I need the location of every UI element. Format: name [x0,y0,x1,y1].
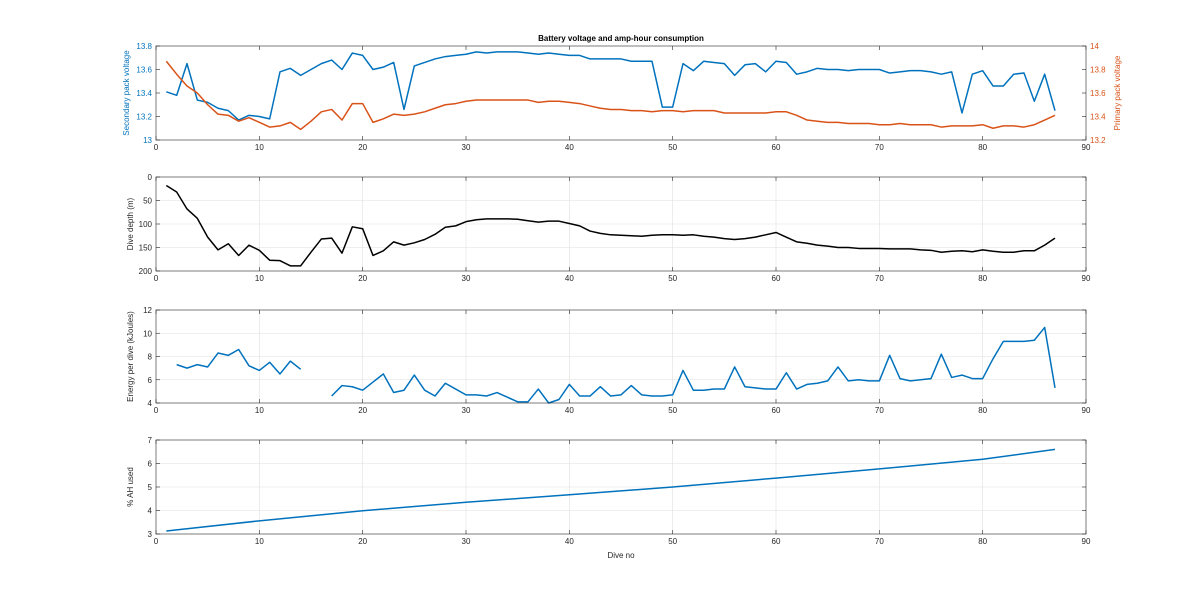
x-tick-label: 0 [154,274,159,283]
y-axis-label: Secondary pack voltage [122,50,131,136]
y-tick-label: 8 [148,353,153,362]
x-tick-label: 30 [462,406,471,415]
x-axis-label: Dive no [607,551,635,560]
y-tick-label: 3 [148,530,153,539]
x-tick-label: 50 [668,143,677,152]
x-tick-label: 20 [358,143,367,152]
x-tick-label: 0 [154,143,159,152]
y-tick-label: 6 [148,376,153,385]
y-axis-label: Dive depth (m) [126,197,135,250]
x-tick-label: 10 [255,406,264,415]
x-tick-label: 0 [154,537,159,546]
x-tick-label: 20 [358,537,367,546]
x-tick-label: 10 [255,537,264,546]
y-tick-label: 13 [143,136,152,145]
x-tick-label: 80 [978,274,987,283]
x-tick-label: 40 [565,406,574,415]
x-tick-label: 20 [358,406,367,415]
axes-panel-2: 0 10 20 30 40 50 60 70 80 90 0 50 100 150 200 Dive dept… [126,173,1091,283]
x-tick-label: 90 [1082,537,1091,546]
x-tick-label: 40 [565,537,574,546]
y-right-tick-label: 13.2 [1090,136,1106,145]
x-tick-label: 90 [1082,274,1091,283]
x-tick-label: 60 [772,537,781,546]
y-tick-label: 100 [139,220,153,229]
y-right-axis-label: Primary pack voltage [1113,55,1122,130]
x-tick-label: 10 [255,274,264,283]
x-tick-label: 70 [875,537,884,546]
y-axis-label: Energy per dive (kJoules) [126,311,135,402]
y-tick-label: 6 [148,460,153,469]
y-tick-label: 150 [139,244,153,253]
x-tick-label: 50 [668,537,677,546]
series-line-1-1 [166,51,1056,121]
y-tick-label: 13.2 [136,113,152,122]
x-tick-label: 40 [565,274,574,283]
series-line-3-1 [176,326,1056,404]
x-tick-label: 90 [1082,143,1091,152]
axes-container: 0 10 20 30 40 50 60 70 80 901313.213.413.613.813.… [122,42,1122,546]
y-tick-label: 0 [148,173,153,182]
x-tick-label: 70 [875,143,884,152]
x-tick-label: 50 [668,406,677,415]
axes-panel-1: 0 10 20 30 40 50 60 70 80 90 13 13.2 13.4 13.6 13.8 13.… [122,42,1122,152]
y-right-tick-label: 13.6 [1090,89,1106,98]
y-tick-label: 200 [139,267,153,276]
x-tick-label: 50 [668,274,677,283]
x-tick-label: 60 [772,406,781,415]
y-tick-label: 4 [148,507,153,516]
x-tick-label: 30 [462,537,471,546]
x-tick-label: 30 [462,143,471,152]
x-tick-label: 60 [772,143,781,152]
x-tick-label: 70 [875,274,884,283]
x-tick-label: 40 [565,143,574,152]
series-line-2-1 [165,184,1056,267]
y-tick-label: 13.4 [136,89,152,98]
x-tick-label: 80 [978,537,987,546]
x-tick-label: 70 [875,406,884,415]
axes-panel-3: 0 10 20 30 40 50 60 70 80 90 4 6 8 10 12 Energy per div… [126,306,1091,415]
x-tick-label: 80 [978,406,987,415]
y-tick-label: 13.6 [136,66,152,75]
x-tick-label: 20 [358,274,367,283]
x-tick-label: 60 [772,274,781,283]
axes-panel-4: 0 10 20 30 40 50 60 70 80 90 3 4 5 6 7 % AH used [126,436,1091,546]
y-right-tick-label: 13.4 [1090,113,1106,122]
x-tick-label: 10 [255,143,264,152]
x-tick-label: 30 [462,274,471,283]
x-tick-label: 90 [1082,406,1091,415]
series-line-1-2 [165,60,1056,131]
y-tick-label: 50 [143,197,152,206]
y-tick-label: 7 [148,436,153,445]
y-tick-label: 4 [148,399,153,408]
series-line-4-1 [166,448,1056,532]
x-tick-label: 0 [154,406,159,415]
y-tick-label: 12 [143,306,152,315]
x-tick-label: 80 [978,143,987,152]
y-tick-label: 10 [143,329,152,338]
y-right-tick-label: 14 [1090,42,1099,51]
y-tick-label: 5 [148,483,153,492]
y-axis-label: % AH used [126,467,135,507]
y-right-tick-label: 13.8 [1090,66,1106,75]
figure-title: Battery voltage and amp-hour consumption [538,34,704,43]
y-tick-label: 13.8 [136,42,152,51]
